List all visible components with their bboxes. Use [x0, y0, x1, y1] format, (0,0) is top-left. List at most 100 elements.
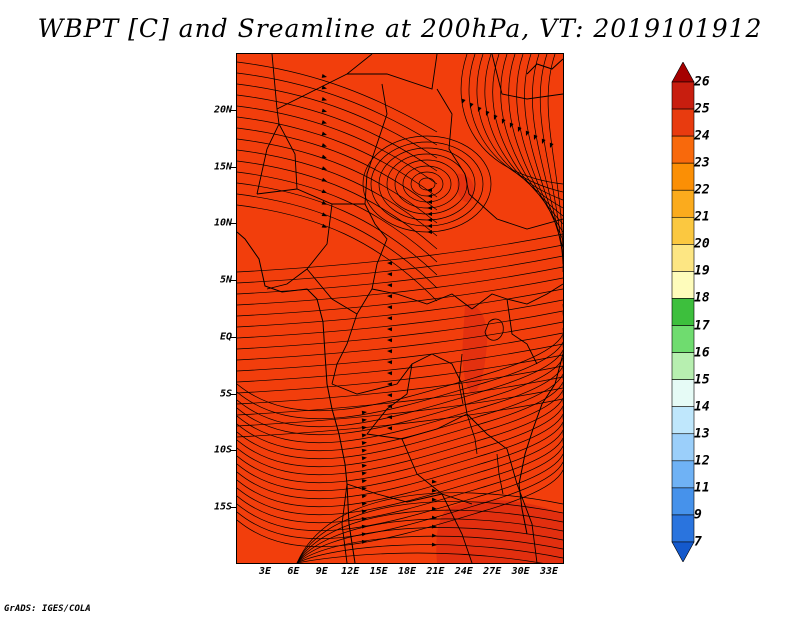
streamline	[296, 544, 563, 563]
streamline-arrow	[387, 426, 393, 431]
streamline-arrow	[427, 194, 432, 198]
streamline-arrow	[387, 404, 393, 409]
streamline	[296, 552, 543, 563]
streamline-arrow	[533, 134, 538, 140]
streamline	[516, 54, 563, 241]
streamline-arrow	[361, 448, 367, 453]
colorbar-max-triangle	[671, 62, 695, 83]
colorbar-swatch	[671, 108, 695, 137]
streamline-arrow	[361, 494, 367, 499]
streamline-arrow	[427, 206, 432, 210]
colorbar-level-label: 7	[694, 534, 702, 550]
streamline-arrow	[321, 74, 327, 78]
colorbar-level-label: 16	[694, 345, 710, 361]
colorbar-swatch	[671, 379, 695, 408]
streamline-arrow	[361, 517, 367, 522]
streamline	[362, 135, 492, 233]
lat-tick	[230, 110, 236, 111]
colorbar-level-label: 12	[694, 453, 710, 469]
streamline	[237, 127, 438, 211]
streamline-arrow	[427, 200, 432, 204]
streamline	[237, 320, 563, 428]
colorbar-level-label: 18	[694, 290, 710, 306]
streamline	[237, 94, 438, 172]
streamline	[237, 299, 563, 339]
streamline	[237, 376, 563, 484]
streamline	[237, 312, 563, 420]
streamline	[237, 105, 438, 185]
streamline-arrow	[387, 294, 393, 299]
colorbar-level-label: 19	[694, 263, 710, 279]
lat-tick	[230, 223, 236, 225]
streamline	[370, 141, 484, 227]
streamline	[296, 518, 563, 563]
streamline-arrow	[431, 506, 437, 511]
colorbar-level-label: 24	[694, 128, 710, 144]
streamline-arrow	[431, 488, 437, 493]
streamline-arrow	[361, 463, 367, 468]
streamline	[237, 336, 563, 444]
streamline-arrow	[387, 371, 393, 376]
colorbar-swatch	[671, 189, 695, 218]
streamline-arrow	[477, 106, 482, 112]
lat-label: 15N	[213, 161, 232, 173]
streamline-arrow	[427, 230, 432, 234]
streamline-arrow	[361, 539, 367, 544]
streamline-arrow	[361, 524, 367, 529]
streamline	[237, 432, 563, 540]
lat-label: 20N	[213, 104, 232, 116]
lakes	[458, 318, 504, 495]
colorbar-swatch	[671, 487, 695, 516]
lon-label: 12E	[341, 566, 360, 577]
colorbar-swatch	[671, 162, 695, 191]
streamline	[237, 160, 438, 250]
lon-label: 6E	[287, 566, 300, 577]
streamline-arrow	[509, 122, 514, 128]
warm-patch-lake-region	[462, 303, 488, 394]
streamline-arrow	[387, 327, 393, 332]
colorbar-level-label: 22	[694, 182, 710, 198]
streamline-arrow	[321, 143, 327, 147]
streamline	[237, 61, 438, 133]
streamline-arrow	[501, 118, 506, 124]
streamline	[476, 54, 563, 201]
streamline	[237, 332, 563, 372]
lon-label: 33E	[539, 566, 559, 577]
colorbar-level-label: 9	[694, 507, 702, 523]
streamline	[237, 233, 563, 273]
streamline-arrow	[387, 393, 393, 398]
streamline-arrow	[387, 305, 393, 310]
streamline-arrow	[361, 532, 367, 537]
lon-label: 24E	[454, 566, 473, 577]
streamline	[237, 344, 563, 452]
streamline-arrow	[387, 349, 393, 354]
colorbar-level-label: 15	[694, 372, 710, 388]
streamline-arrow	[321, 120, 327, 124]
grads-credit: GrADS: IGES/COLA	[4, 604, 91, 614]
streamline-arrow	[525, 130, 530, 136]
streamline-arrow	[361, 479, 367, 484]
streamline	[237, 368, 563, 476]
streamline	[237, 83, 438, 159]
map-panel	[236, 53, 564, 564]
streamline	[237, 343, 563, 383]
streamline-arrow	[541, 138, 546, 144]
streamline	[237, 321, 563, 361]
streamline-arrow	[361, 509, 367, 514]
streamline	[237, 416, 563, 524]
streamline-arrow	[461, 98, 466, 104]
colorbar-swatch	[671, 244, 695, 272]
streamline	[237, 72, 438, 146]
lat-label: 15S	[213, 501, 232, 513]
colorbar-swatch	[671, 433, 695, 462]
streamline	[484, 54, 563, 209]
lon-label: 3E	[258, 566, 272, 577]
colorbar	[671, 62, 695, 562]
country-borders	[256, 54, 563, 563]
colorbar-level-label: 23	[694, 155, 710, 171]
streamline	[237, 354, 563, 394]
coastline	[237, 58, 563, 563]
streamline	[402, 165, 452, 203]
colorbar-swatch	[671, 135, 695, 164]
streamline-arrow	[361, 418, 367, 423]
